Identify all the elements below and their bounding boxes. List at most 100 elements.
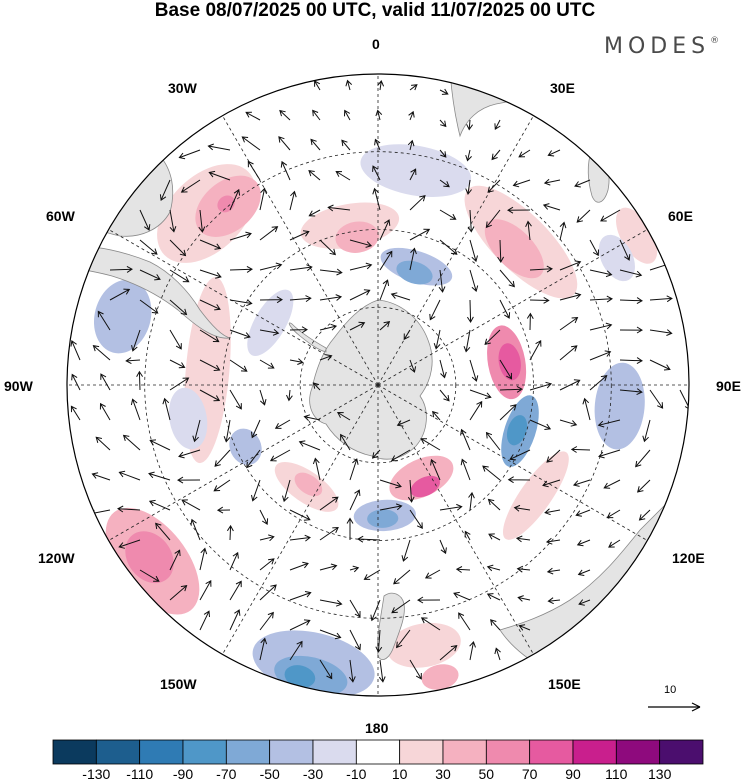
wind-arrow-icon xyxy=(259,187,267,211)
wind-arrow-icon xyxy=(487,498,501,511)
wind-arrow-icon xyxy=(439,644,458,661)
wind-arrow-icon xyxy=(559,379,581,391)
wind-arrow-icon xyxy=(269,449,291,462)
wind-arrow-icon xyxy=(638,509,651,521)
wind-arrow-icon xyxy=(499,359,513,380)
wind-arrow-icon xyxy=(259,534,275,542)
wind-arrow-icon xyxy=(439,119,447,128)
wind-arrow-icon xyxy=(190,518,201,541)
wind-arrow-icon xyxy=(70,340,81,361)
wind-arrow-icon xyxy=(606,509,621,519)
wind-arrow-icon xyxy=(289,358,304,365)
wind-arrow-icon xyxy=(118,470,141,481)
wind-arrow-icon xyxy=(169,329,182,350)
wind-arrow-icon xyxy=(420,617,441,631)
madagascar-landmass xyxy=(587,149,610,203)
wind-arrow-icon xyxy=(469,640,476,661)
wind-arrow-icon xyxy=(482,465,501,481)
wind-arrow-icon xyxy=(349,262,373,271)
wind-arrow-icon xyxy=(649,295,673,303)
wind-arrow-icon xyxy=(469,269,479,293)
anomaly-region xyxy=(616,207,658,264)
wind-arrow-icon xyxy=(139,209,151,231)
wind-arrow-icon xyxy=(518,624,531,631)
graticule xyxy=(67,74,689,696)
wind-arrow-icon xyxy=(282,479,291,503)
wind-arrow-icon xyxy=(409,247,417,271)
wind-arrow-icon xyxy=(453,591,471,601)
colorbar-cell xyxy=(442,739,487,765)
wind-arrow-icon xyxy=(439,359,447,379)
wind-arrow-icon xyxy=(117,505,141,513)
anomaly-region xyxy=(410,475,440,498)
wind-arrow-icon xyxy=(518,149,531,158)
wind-arrow-icon xyxy=(429,299,441,321)
colorbar-cell xyxy=(355,739,401,765)
wind-arrow-icon xyxy=(379,479,402,489)
wind-arrow-icon xyxy=(274,419,291,429)
wind-arrow-icon xyxy=(649,389,664,409)
wind-arrow-icon xyxy=(340,433,351,451)
anomaly-region xyxy=(484,219,544,279)
meridian-line xyxy=(377,115,534,386)
wind-arrow-icon xyxy=(589,350,612,361)
wind-arrow-icon xyxy=(509,449,531,461)
wind-arrow-icon xyxy=(125,357,141,365)
colorbar-cell xyxy=(52,739,97,765)
anomaly-region xyxy=(367,509,399,528)
wind-arrow-icon xyxy=(597,419,621,428)
wind-arrow-icon xyxy=(349,239,373,248)
wind-arrow-icon xyxy=(118,539,141,549)
wind-arrow-icon xyxy=(529,381,553,391)
wind-arrow-icon xyxy=(439,179,450,188)
wind-arrow-icon xyxy=(148,499,171,511)
wind-arrow-icon xyxy=(396,419,411,427)
wind-arrow-icon xyxy=(192,419,201,443)
wind-arrow-icon xyxy=(169,269,190,283)
wind-arrow-icon xyxy=(559,221,567,241)
wind-arrow-icon xyxy=(199,610,210,631)
wind-arrow-icon xyxy=(229,580,242,601)
anomaly-region xyxy=(229,428,262,465)
wind-arrow-icon xyxy=(289,561,309,571)
wind-arrow-icon xyxy=(433,329,441,350)
wind-arrow-icon xyxy=(469,359,479,382)
wind-arrow-icon xyxy=(245,111,261,121)
wind-arrow-icon xyxy=(251,479,261,502)
meridian-line xyxy=(377,384,534,655)
wind-arrow-icon xyxy=(468,491,475,511)
wind-arrow-icon xyxy=(375,109,383,121)
wind-arrow-icon xyxy=(393,569,411,585)
colorbar-tick-label: 70 xyxy=(521,766,538,782)
wind-arrow-icon xyxy=(289,295,312,303)
lon-label-60e: 60E xyxy=(668,208,693,224)
colorbar-cell xyxy=(269,739,314,765)
wind-arrow-icon xyxy=(379,219,391,241)
wind-vectors xyxy=(70,79,689,683)
wind-arrow-icon xyxy=(319,526,339,541)
wind-arrow-icon xyxy=(407,139,415,151)
wind-arrow-icon xyxy=(559,317,579,331)
wind-arrow-icon xyxy=(499,404,517,421)
colorbar-cell xyxy=(399,739,444,765)
lon-label-180: 180 xyxy=(365,720,389,736)
wind-arrow-icon xyxy=(199,299,221,311)
wind-arrow-icon xyxy=(279,109,291,121)
lon-label-90e: 90E xyxy=(716,378,741,394)
wind-arrow-icon xyxy=(494,647,501,661)
colorbar-cell xyxy=(139,739,184,765)
meridian-line xyxy=(377,384,648,541)
wind-arrow-icon xyxy=(199,389,221,402)
wind-arrow-icon xyxy=(199,359,221,371)
wind-arrow-icon xyxy=(619,269,643,278)
wind-arrow-icon xyxy=(486,564,501,572)
wind-arrow-icon xyxy=(407,479,415,503)
wind-arrow-icon xyxy=(598,449,621,459)
wind-arrow-icon xyxy=(582,397,591,421)
wind-arrow-icon xyxy=(178,449,201,459)
wind-arrow-icon xyxy=(229,359,248,372)
wind-arrow-icon xyxy=(603,479,621,489)
wind-arrow-icon xyxy=(259,262,283,271)
wind-arrow-icon xyxy=(542,203,561,211)
wind-arrow-icon xyxy=(259,389,267,406)
